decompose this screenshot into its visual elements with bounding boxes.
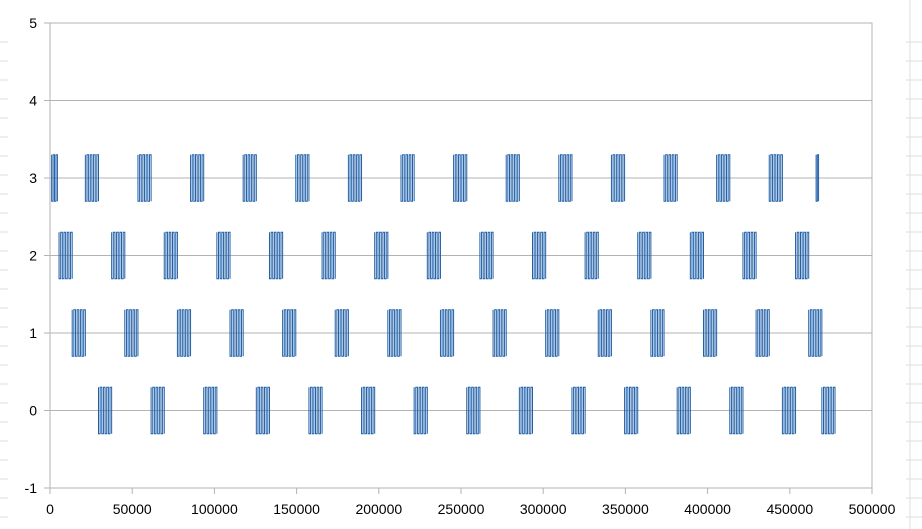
x-axis-tick-labels: 0 50000 100000 150000 200000 250000 300000 3500… [46,501,895,517]
signal-burst [755,309,770,357]
y-tick-label: -1 [25,480,38,496]
signal-burst [190,154,205,202]
signal-burst [124,309,139,357]
signal-burst [439,309,455,357]
y-tick-label: 2 [29,248,37,264]
y-tick-label: 5 [29,15,37,31]
signal-burst [229,309,244,357]
signal-burst [821,386,836,435]
series-level-0 [98,386,836,435]
signal-burst [137,154,152,202]
signal-burst [768,154,783,202]
signal-burst [545,309,560,357]
y-tick-label: 1 [29,325,37,341]
signal-burst [624,386,639,435]
signal-burst [742,231,757,280]
x-tick-label: 400000 [684,501,731,517]
plot-area [49,22,873,489]
signal-burst [479,231,494,280]
signal-burst [216,231,231,280]
signal-burst [532,231,547,280]
signal-burst [242,154,257,202]
signal-burst [111,231,126,280]
series-level-1 [71,309,823,357]
signal-burst [51,154,58,202]
y-axis-tick-labels: 5 4 3 2 1 0 -1 [25,15,38,496]
x-tick-label: 500000 [849,501,896,517]
signal-burst [492,309,507,357]
signal-burst [505,154,520,202]
y-tick-label: 3 [29,170,37,186]
signal-burst [663,154,678,202]
signal-burst [203,386,218,435]
signal-burst [268,231,284,280]
signal-burst [413,386,428,435]
series-layer [51,154,836,435]
x-tick-label: 350000 [602,501,649,517]
signal-burst [347,154,363,202]
signal-burst [584,231,599,280]
series-level-2 [58,231,810,280]
signal-burst [84,154,99,202]
signal-burst [295,154,310,202]
x-tick-label: 450000 [766,501,813,517]
signal-burst [781,386,797,435]
signal-burst [597,309,612,357]
signal-burst [729,386,744,435]
signal-burst [571,386,586,435]
signal-burst [150,386,165,435]
x-tick-label: 150000 [273,501,320,517]
signal-burst [176,309,192,357]
signal-burst [374,231,389,280]
signal-burst [689,231,704,280]
x-tick-label: 100000 [191,501,238,517]
x-tick-label: 50000 [113,501,152,517]
signal-burst [387,309,402,357]
signal-burst [334,309,349,357]
signal-burst [650,309,665,357]
x-tick-label: 200000 [355,501,402,517]
signal-burst [308,386,323,435]
series-level-3 [51,154,820,202]
signal-burst [466,386,481,435]
signal-burst [518,386,534,435]
signal-burst [426,231,441,280]
signal-burst [400,154,415,202]
signal-burst [321,231,336,280]
signal-burst [676,386,691,435]
signal-burst [163,231,178,280]
signal-burst [361,386,376,435]
x-tick-label: 0 [46,501,54,517]
signal-burst [282,309,297,357]
signal-burst [815,154,820,202]
signal-burst [795,231,810,280]
signal-burst [255,386,270,435]
y-tick-label: 0 [29,403,37,419]
signal-burst [71,309,86,357]
signal-burst [453,154,468,202]
y-tick-label: 4 [29,93,37,109]
signal-burst [98,386,113,435]
signal-burst [558,154,573,202]
plot-border [49,22,873,489]
signal-burst [702,309,718,357]
x-tick-label: 300000 [520,501,567,517]
signal-burst [637,231,652,280]
signal-burst [610,154,626,202]
signal-burst [58,231,73,280]
signal-burst [808,309,823,357]
signal-burst [716,154,731,202]
x-tick-label: 250000 [438,501,485,517]
